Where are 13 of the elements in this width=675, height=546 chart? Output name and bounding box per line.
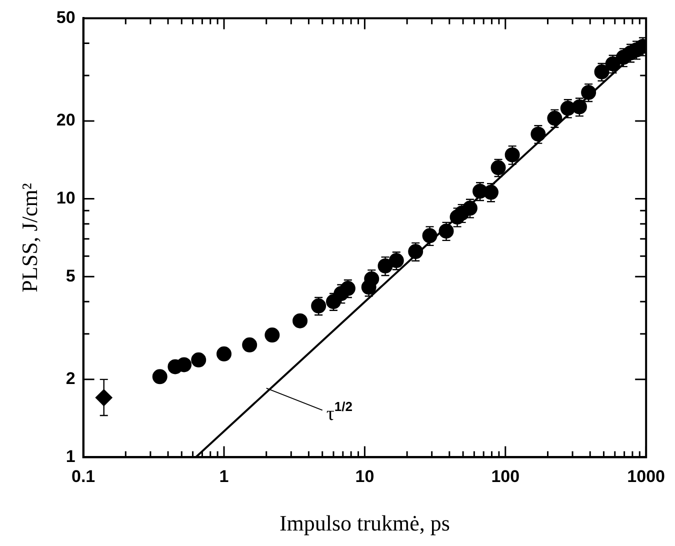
y-tick-label: 1 xyxy=(66,446,76,466)
y-tick-label: 20 xyxy=(56,110,76,130)
y-tick-label: 5 xyxy=(66,266,76,286)
x-axis-title: Impulso trukmė, ps xyxy=(279,510,450,536)
y-tick-label: 50 xyxy=(56,8,76,27)
x-tick-label: 100 xyxy=(491,467,520,486)
x-tick-label: 1000 xyxy=(627,467,666,486)
y-axis-title: PLSS, J/cm² xyxy=(16,182,42,292)
x-tick-label: 0.1 xyxy=(71,467,96,486)
x-tick-label: 10 xyxy=(355,467,374,486)
y-tick-label: 2 xyxy=(66,369,76,388)
x-tick-label: 1 xyxy=(219,467,229,486)
y-tick-label: 10 xyxy=(56,188,76,208)
